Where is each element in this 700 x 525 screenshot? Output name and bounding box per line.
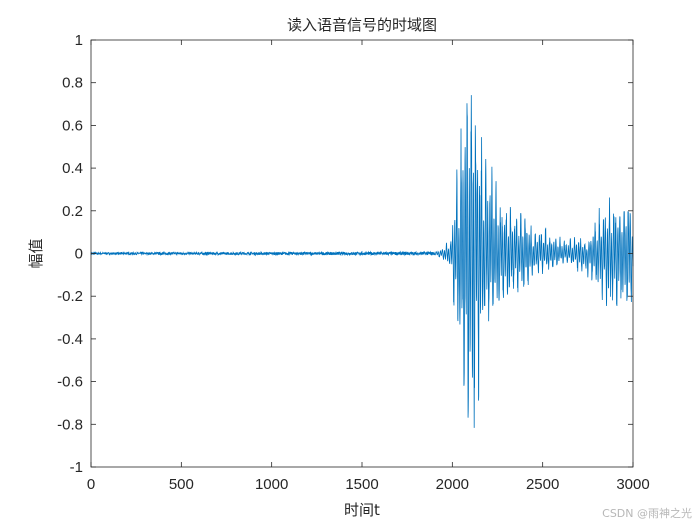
ticks-layer: 0 500 1000 1500 2000 2500 3000 -1 -0.8 -0.6 -0.4 -0… xyxy=(57,32,650,493)
watermark: CSDN @雨神之光 xyxy=(602,507,692,520)
y-tick-label: -0.6 xyxy=(57,374,83,391)
x-tick-label: 2500 xyxy=(526,476,559,493)
y-tick-label: 1 xyxy=(75,32,83,49)
signal-line xyxy=(90,95,634,428)
y-axis-title: 幅值 xyxy=(27,238,45,268)
y-tick-label: 0.8 xyxy=(62,75,83,92)
y-tick-label: -0.8 xyxy=(57,416,83,433)
x-tick-label: 2000 xyxy=(436,476,469,493)
x-tick-label: 0 xyxy=(87,476,95,493)
x-axis-title: 时间t xyxy=(344,501,380,519)
chart-title: 读入语音信号的时域图 xyxy=(287,16,437,34)
x-tick-label: 500 xyxy=(169,476,194,493)
y-tick-label: -0.4 xyxy=(57,331,83,348)
x-tick-label: 1500 xyxy=(345,476,378,493)
x-tick-label: 1000 xyxy=(255,476,288,493)
y-tick-label: -1 xyxy=(70,459,83,476)
signal-layer xyxy=(90,95,634,428)
x-tick-label: 3000 xyxy=(616,476,649,493)
y-tick-label: 0.4 xyxy=(62,160,83,177)
y-tick-label: 0.2 xyxy=(62,203,83,220)
y-tick-label: -0.2 xyxy=(57,288,83,305)
y-tick-label: 0.6 xyxy=(62,117,83,134)
y-tick-label: 0 xyxy=(75,246,83,263)
